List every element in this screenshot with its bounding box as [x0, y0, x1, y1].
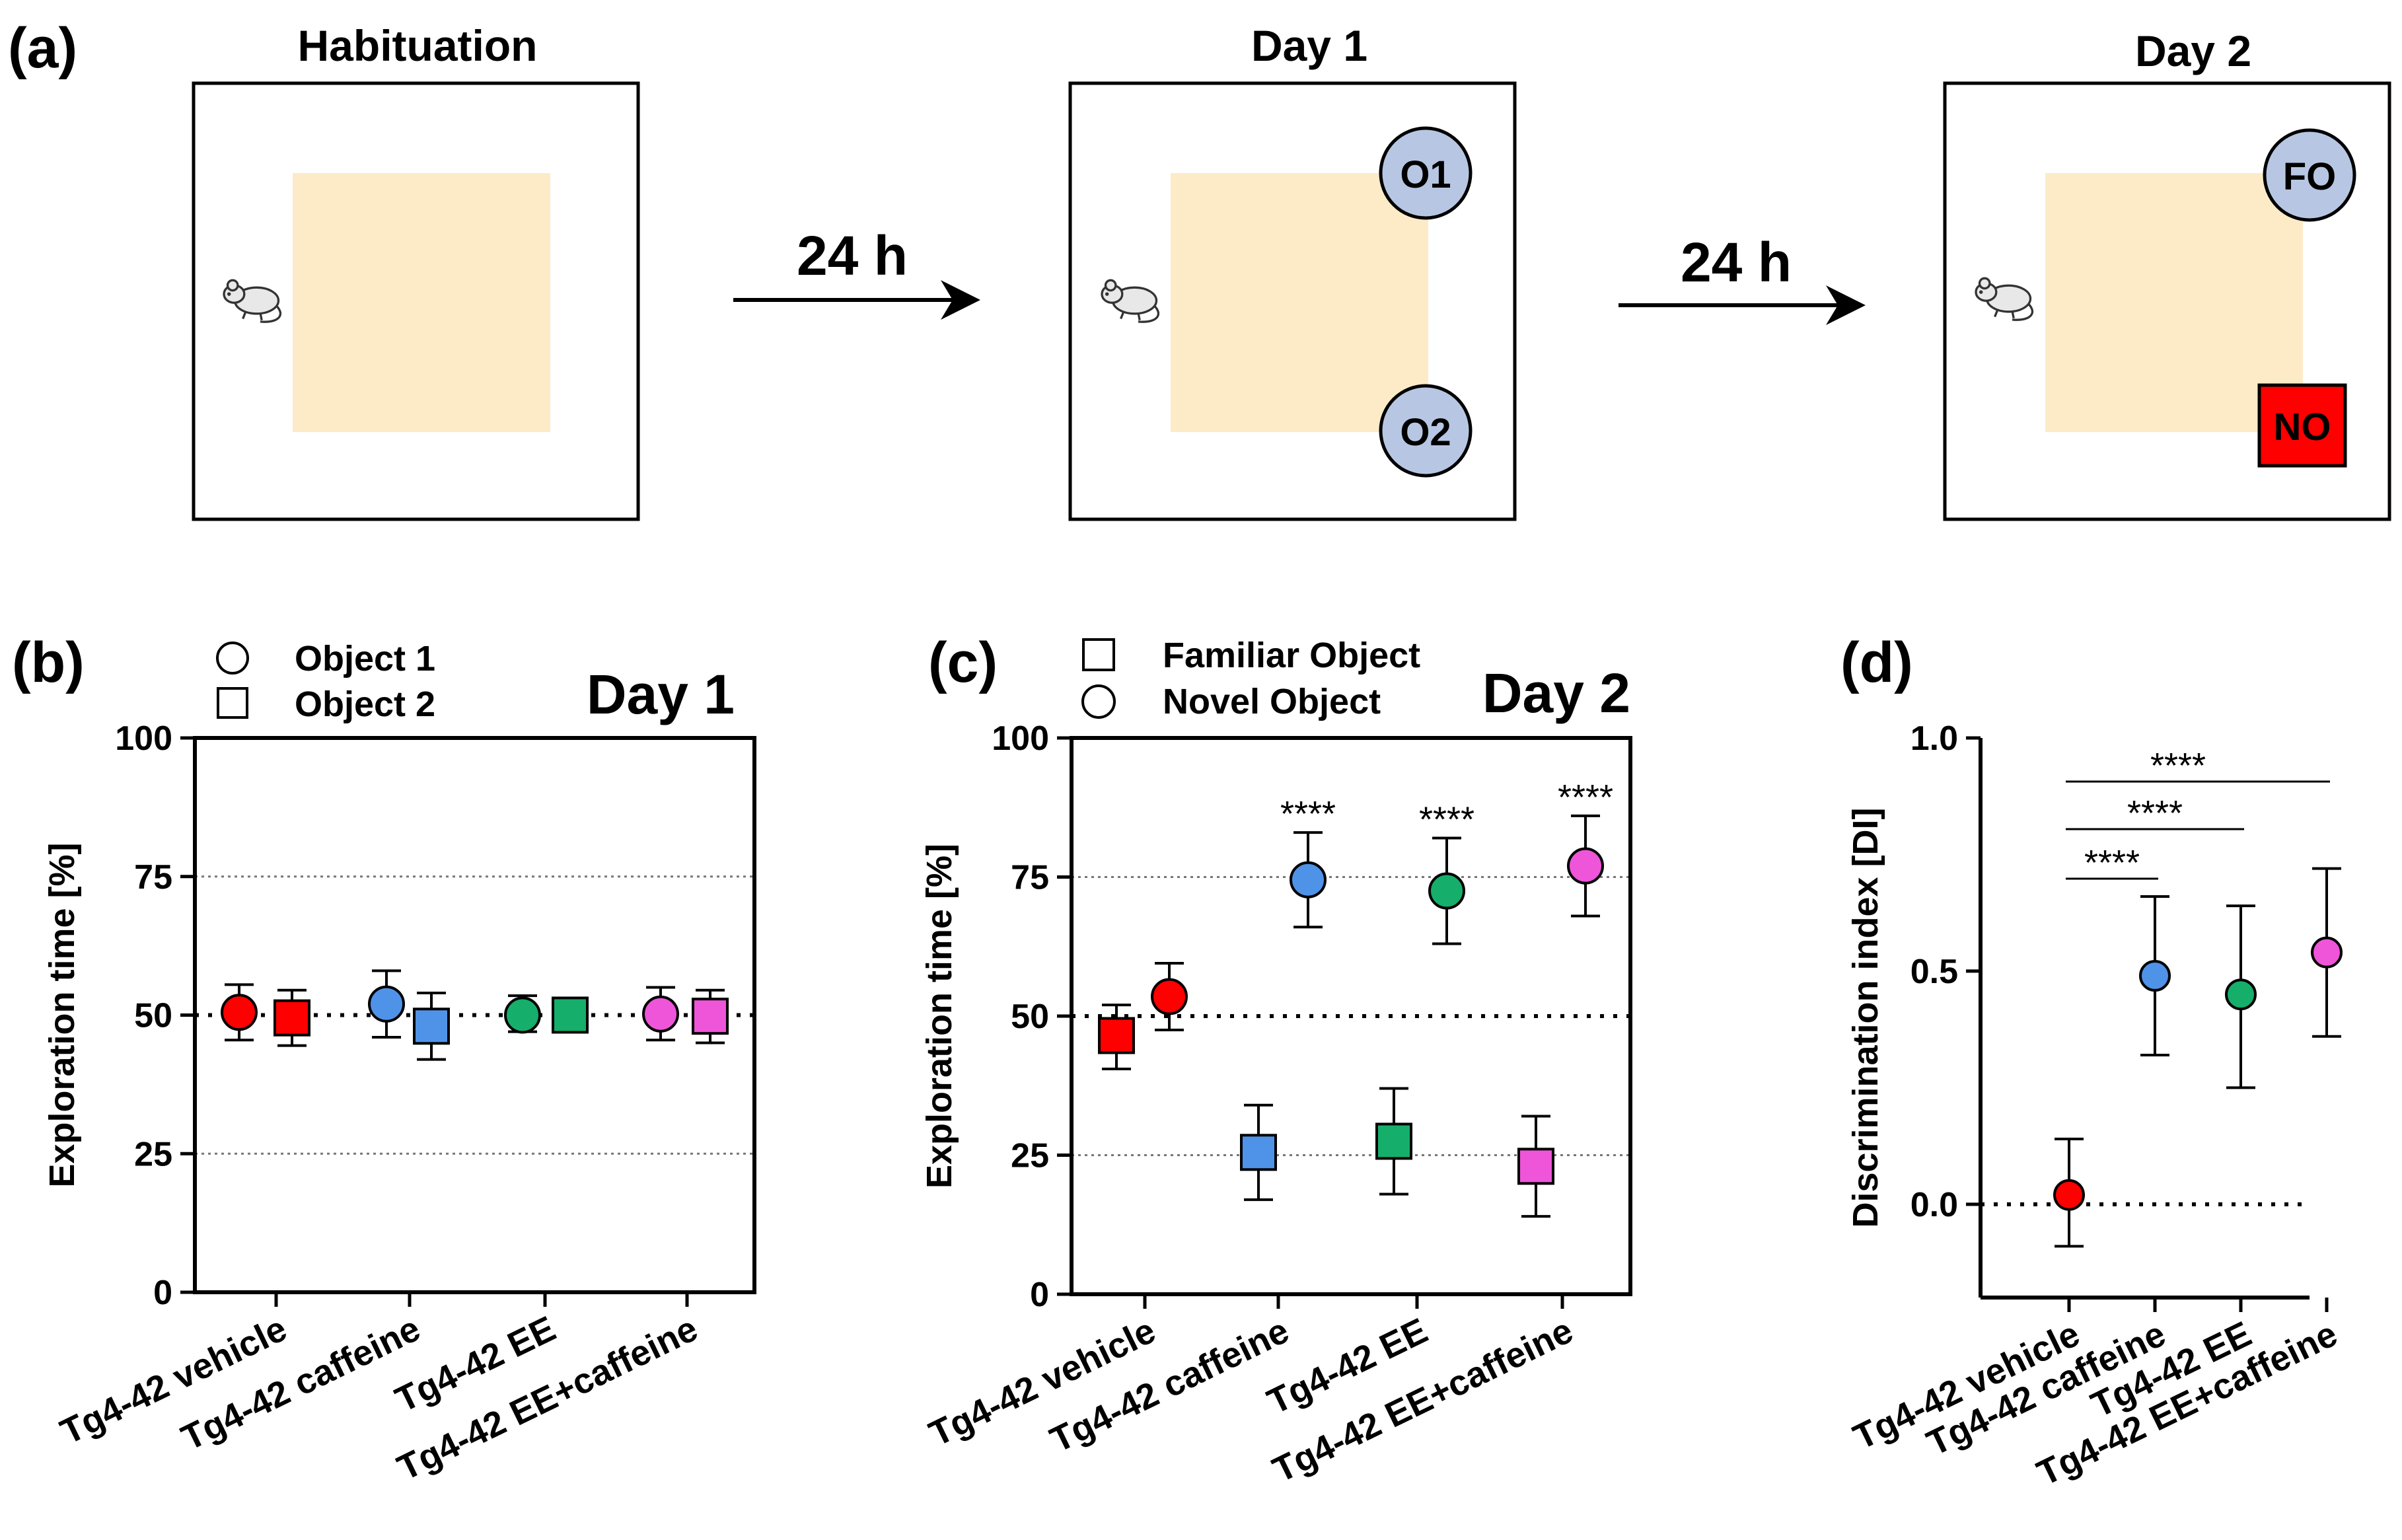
data-point-circle	[504, 996, 541, 1034]
panel-d-label: (d)	[1840, 631, 1913, 694]
legend-circle-marker	[1081, 684, 1116, 719]
y-tick-label: 0.5	[1911, 953, 1958, 991]
data-point-square	[413, 1008, 450, 1045]
stage-day1: Day 1 O1 O2	[1068, 21, 1517, 521]
y-axis-label: Exploration time [%]	[920, 844, 959, 1189]
y-tick-label: 25	[1011, 1137, 1049, 1175]
data-point-square	[1517, 1148, 1554, 1185]
significance-stars: ****	[1280, 794, 1336, 834]
object-o2-label: O2	[1400, 411, 1451, 454]
stage-title-day2: Day 2	[2135, 26, 2251, 75]
y-tick-label: 100	[115, 719, 172, 758]
significance-stars: ****	[2084, 843, 2140, 883]
y-tick-label: 25	[134, 1135, 172, 1173]
arrow-label-1: 24 h	[797, 225, 908, 287]
data-point-circle	[1428, 872, 1465, 910]
data-point-square	[1375, 1122, 1412, 1160]
data-point-circle	[2311, 936, 2343, 969]
y-tick-label: 1.0	[1911, 719, 1958, 758]
panel-b-label: (b)	[12, 631, 85, 694]
y-tick-label: 75	[134, 858, 172, 897]
object-o2	[1379, 384, 1473, 478]
stage-title-habituation: Habituation	[298, 21, 538, 70]
y-tick-label: 0.0	[1911, 1186, 1958, 1224]
zone-day1	[1171, 173, 1428, 432]
panel-b-plot: 0 25 50 75 100 Exploration time [%] Tg4-42 veh…	[42, 719, 756, 1488]
arrow-label-2: 24 h	[1681, 231, 1792, 293]
x-tick-label: Tg4-42 vehicle	[923, 1311, 1161, 1454]
data-point-square	[552, 996, 589, 1034]
x-tick-label: Tg4-42 caffeine	[176, 1309, 427, 1458]
significance-stars: ****	[1419, 800, 1474, 840]
object-fo-label: FO	[2283, 155, 2337, 198]
data-point-circle	[2053, 1179, 2085, 1211]
data-point-circle	[2225, 978, 2257, 1011]
panel-c-chart: (c) Day 2 Familiar Object Novel Object 0…	[920, 631, 1632, 1490]
panel-b-legend: Object 1 Object 2	[216, 639, 435, 724]
data-point-circle	[2139, 959, 2171, 992]
object-o1-label: O1	[1400, 153, 1451, 196]
legend-square-marker	[1082, 638, 1115, 671]
panel-b-title: Day 1	[587, 663, 735, 725]
y-axis-label: Discrimination index [DI]	[1846, 807, 1885, 1228]
legend-label-object-2: Object 2	[295, 684, 435, 724]
data-point-square	[1240, 1134, 1277, 1171]
significance-stars: ****	[1558, 778, 1613, 817]
object-fo	[2263, 128, 2356, 222]
legend-label-object-1: Object 1	[295, 639, 435, 678]
stage-day2: Day 2 FO NO	[1943, 26, 2391, 521]
data-point-circle	[221, 994, 258, 1031]
stage-title-day1: Day 1	[1251, 21, 1367, 70]
object-no	[2257, 383, 2347, 468]
data-point-circle	[368, 985, 405, 1023]
data-point-square	[692, 998, 729, 1035]
y-tick-label: 100	[992, 719, 1049, 758]
data-point-square	[1098, 1017, 1135, 1054]
data-point-circle	[1567, 847, 1604, 885]
panel-c-label: (c)	[928, 631, 998, 694]
y-tick-label: 0	[153, 1274, 172, 1312]
panel-c-plot: 0 25 50 75 100 Exploration time [%] Tg4-42 veh…	[920, 719, 1632, 1490]
data-point-square	[273, 999, 310, 1037]
panel-a-label: (a)	[8, 17, 77, 80]
y-tick-label: 75	[1011, 859, 1049, 897]
object-no-label: NO	[2274, 406, 2331, 449]
legend-label-familiar-object: Familiar Object	[1163, 636, 1420, 675]
panel-a-protocol: (a) Habituation 24 h Day 1 O1 O2 24	[8, 17, 2391, 521]
legend-label-novel-object: Novel Object	[1163, 682, 1381, 721]
legend-circle-marker	[216, 642, 249, 675]
data-point-circle	[642, 995, 679, 1033]
zone-habituation	[293, 173, 550, 432]
arrow-habituation-to-day1: 24 h	[733, 225, 980, 320]
x-tick-label: Tg4-42 vehicle	[54, 1309, 293, 1452]
arrow-day1-to-day2: 24 h	[1619, 231, 1866, 325]
y-tick-label: 50	[1011, 998, 1049, 1036]
panel-c-legend: Familiar Object Novel Object	[1081, 636, 1420, 721]
significance-stars: ****	[2150, 746, 2206, 786]
y-tick-label: 50	[134, 997, 172, 1035]
y-axis-label: Exploration time [%]	[42, 842, 82, 1187]
legend-square-marker	[217, 687, 248, 719]
object-o1	[1379, 126, 1473, 220]
stage-habituation: Habituation	[192, 21, 640, 521]
x-tick-label: Tg4-42 caffeine	[1044, 1311, 1295, 1460]
significance-stars: ****	[2127, 793, 2183, 833]
data-point-circle	[1151, 978, 1188, 1015]
data-point-circle	[1290, 861, 1327, 898]
y-tick-label: 0	[1030, 1276, 1049, 1314]
panel-c-title: Day 2	[1482, 662, 1630, 724]
panel-b-chart: (b) Day 1 Object 1 Object 2 0 25 50 75 100 Ex…	[12, 631, 756, 1488]
